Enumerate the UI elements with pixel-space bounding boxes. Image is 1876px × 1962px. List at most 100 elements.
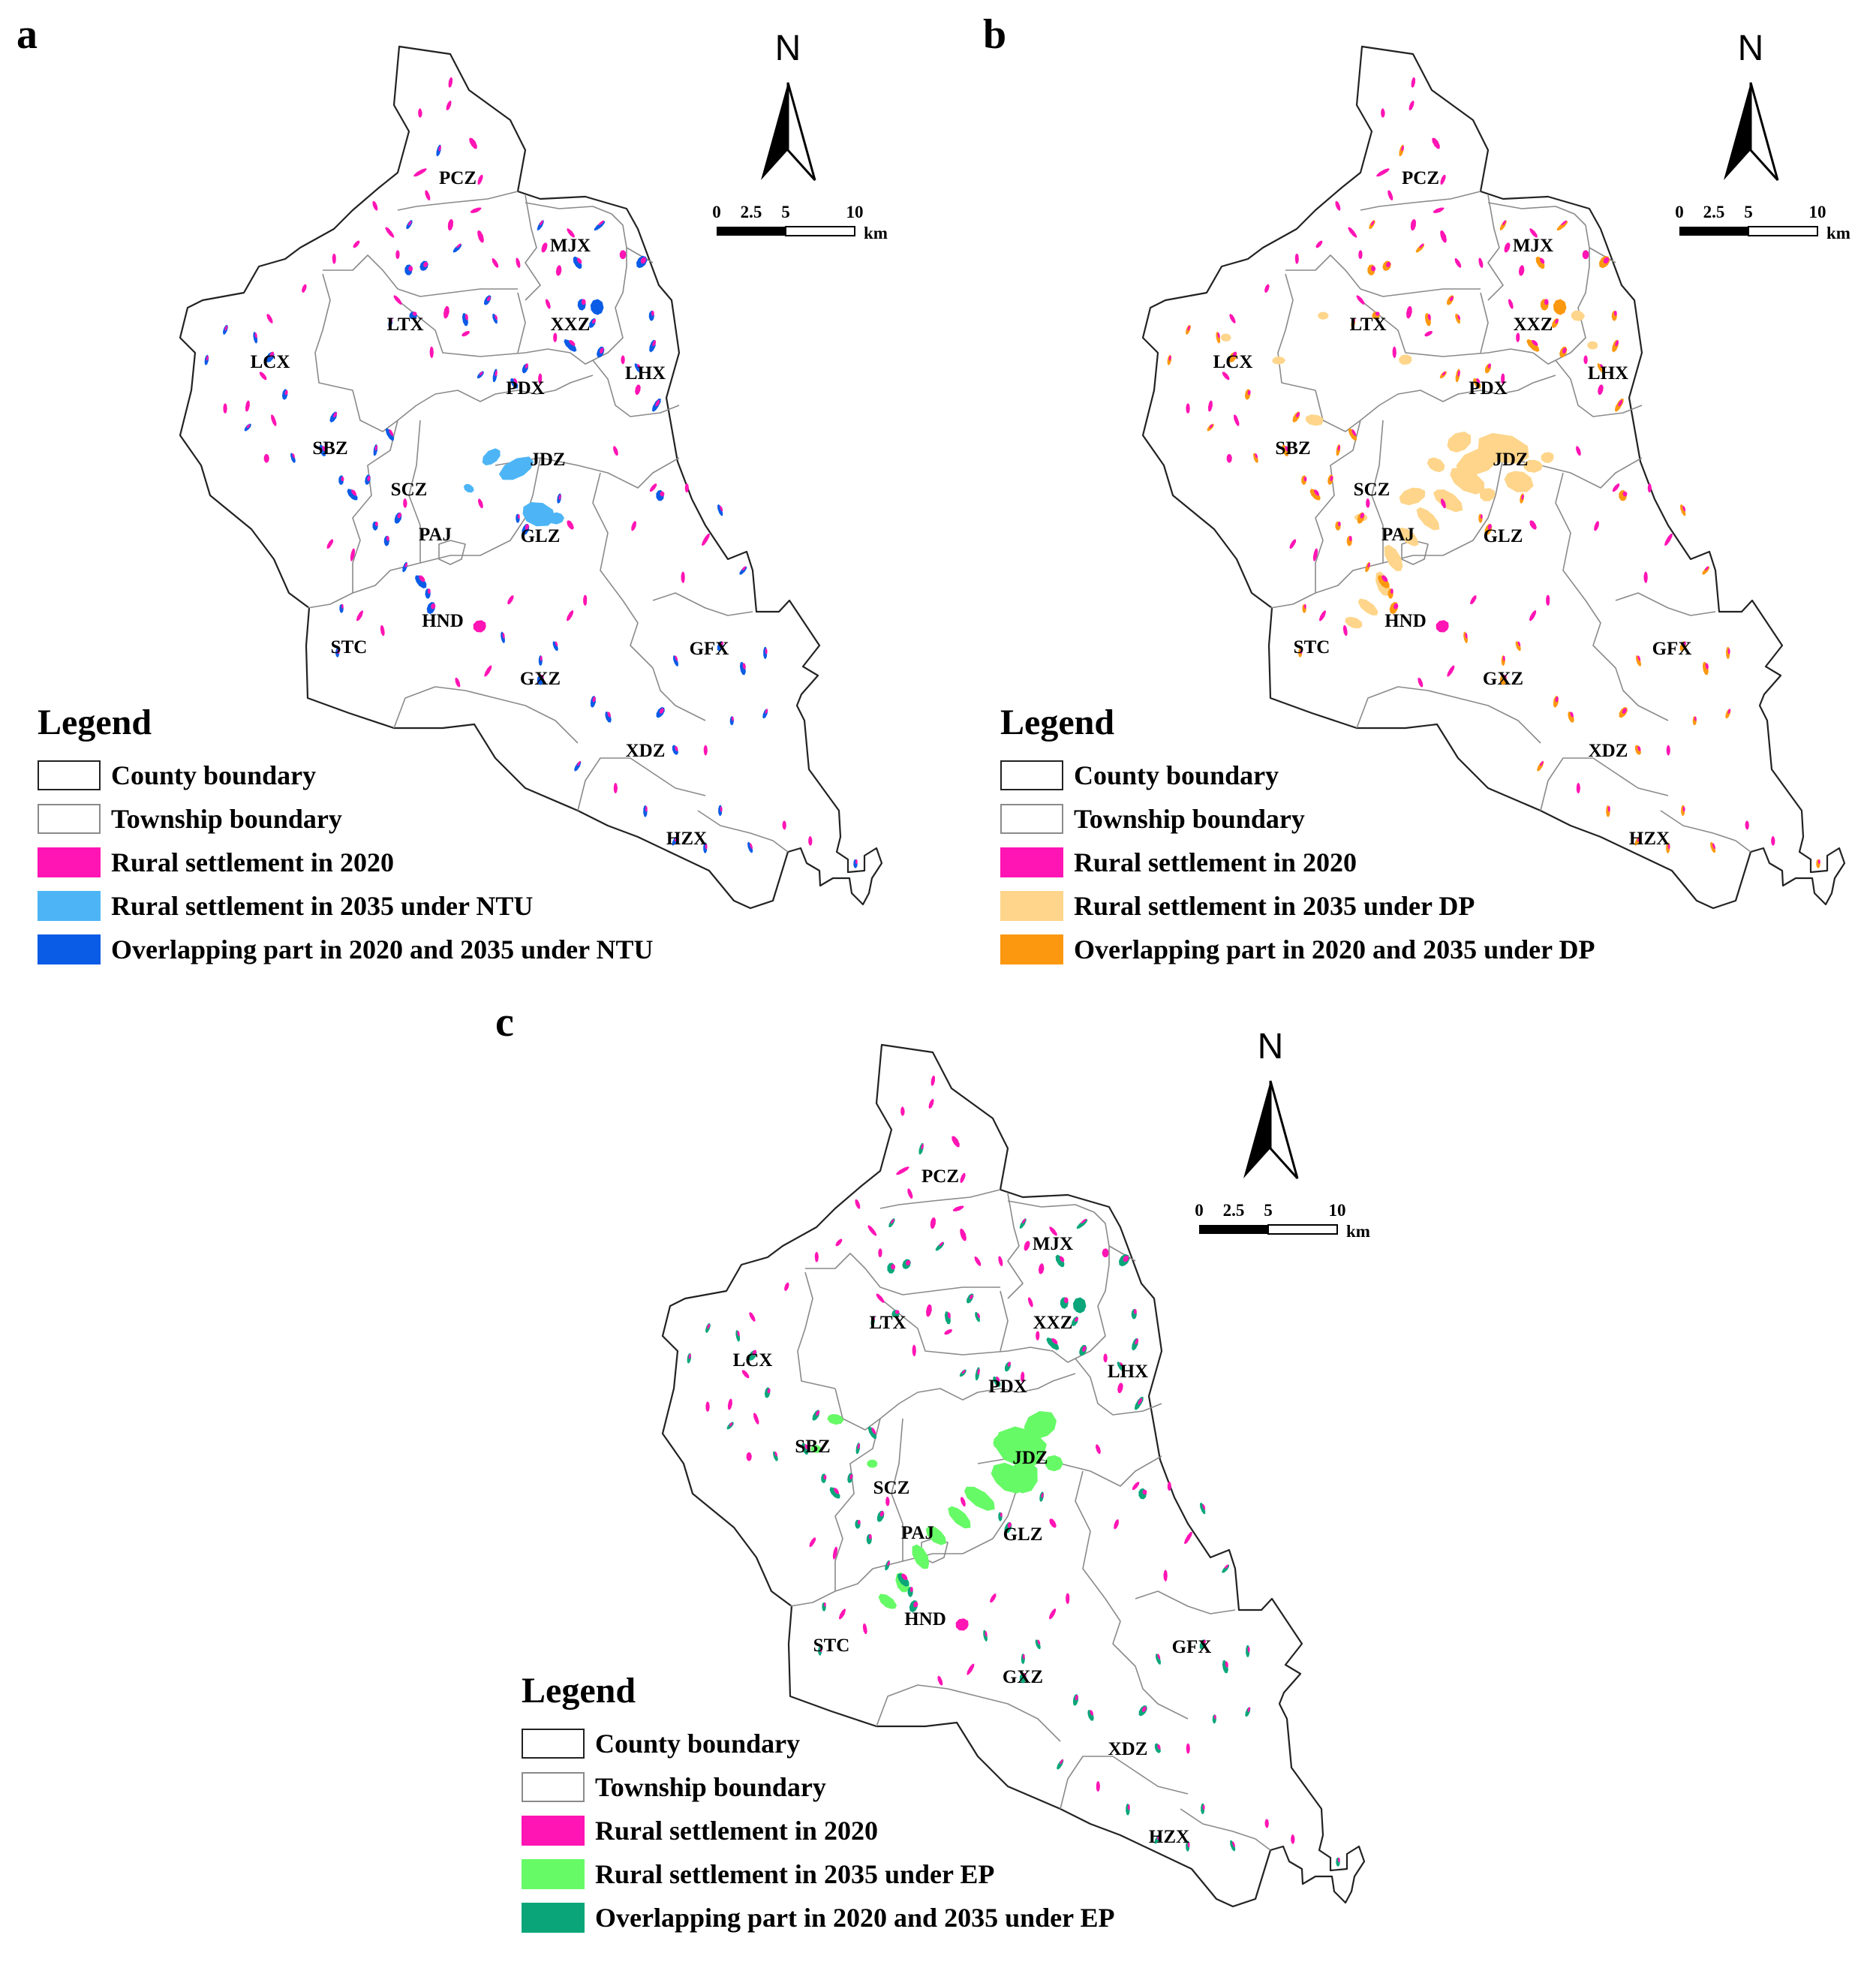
settlement-2020 [613,782,618,794]
settlement-2020 [921,1144,924,1150]
legend-label: County boundary [1074,760,1279,790]
legend-label: Rural settlement in 2020 [111,847,394,877]
township-label-lcx: LCX [251,352,290,372]
settlement-2020 [1304,603,1306,609]
settlement-overlap [605,711,612,723]
settlement-2020 [1705,566,1709,570]
settlement-2020 [675,655,678,661]
settlement-overlap [1348,428,1357,441]
settlement-2020 [1222,372,1230,381]
settlement-2020 [1502,220,1506,226]
township-boundary [525,194,541,301]
legend-item-overlap: Overlapping part in 2020 and 2035 under … [38,928,653,971]
township-boundary [577,757,706,811]
legend-label: Overlapping part in 2020 and 2035 under … [1074,934,1595,964]
settlement-2020 [425,190,431,200]
settlement-2020 [555,265,562,276]
settlement-2020 [1232,1841,1235,1848]
settlement-overlap [773,1451,778,1461]
settlement-2020 [1401,146,1404,152]
settlement-2020 [900,1106,905,1116]
scale-tick-label: 2.5 [741,203,762,221]
settlement-2020 [1186,403,1190,414]
township-label-stc: STC [813,1636,850,1656]
settlement-2020 [1225,1661,1228,1668]
county-boundary [179,45,883,910]
settlement-2020 [720,806,723,812]
settlement-2020 [1064,1297,1069,1304]
township-boundary [1371,420,1384,563]
settlement-2020 [1427,314,1431,320]
settlement-2020 [1478,257,1484,269]
township-label-stc: STC [331,637,368,658]
settlement-2020 [1502,655,1505,661]
settlement-2020 [1163,1569,1168,1582]
settlement-2020 [1157,1654,1161,1660]
settlement-2020 [1255,453,1258,459]
settlement-2020 [1103,1353,1108,1363]
settlement-2020 [1315,240,1323,248]
settlement-2020 [447,218,453,231]
settlement-2020 [1075,1695,1078,1701]
settlement-2020 [1745,820,1749,830]
settlement-2020 [681,571,685,584]
settlement-2020 [814,1251,819,1262]
township-boundary [314,273,353,391]
settlement-overlap [347,489,358,501]
settlement-2020 [1337,521,1341,527]
settlement-2020 [1142,1489,1147,1495]
settlement-2020 [824,1602,826,1608]
settlement-overlap [1035,1639,1041,1650]
township-label-stc: STC [1294,637,1330,658]
settlement-2020 [767,1388,771,1394]
settlement-2020 [707,1324,711,1329]
settlement-2035 [1024,1411,1057,1440]
legend-swatch-2035 [38,891,101,921]
settlement-2020 [1442,372,1446,376]
settlement-2020 [1583,355,1588,365]
settlement-2020 [688,1353,691,1359]
settlement-2020 [407,221,412,226]
township-label-sbz: SBZ [1275,438,1310,459]
settlement-2035 [964,1486,995,1511]
legend-label: Township boundary [595,1772,826,1802]
settlement-overlap [1309,489,1321,501]
settlement-2020 [1521,494,1524,500]
settlement-overlap [415,575,427,588]
settlement-2020 [353,240,360,248]
settlement-2020 [341,477,344,482]
settlement-2020 [374,445,377,451]
settlement-2020 [737,1330,740,1337]
settlement-2020 [1432,137,1440,149]
settlement-2035 [827,1414,844,1425]
settlement-overlap [1526,339,1540,352]
settlement-2020 [1393,603,1399,609]
township-label-scz: SCZ [391,480,428,500]
scale-unit: km [864,224,888,242]
township-label-mjx: MJX [1033,1234,1073,1254]
township-label-xxz: XXZ [1514,314,1553,335]
settlement-2035 [522,502,555,527]
settlement-2020 [890,1219,894,1224]
settlement-2020 [412,311,417,316]
settlement-2020 [1457,370,1460,377]
settlement-2020 [998,1256,1003,1267]
settlement-2020 [1594,521,1599,531]
settlement-2020 [413,168,427,177]
settlement-2020 [566,610,574,621]
settlement-2020 [1167,1481,1171,1491]
township-label-pdx: PDX [506,378,544,399]
settlement-2020 [891,1264,896,1270]
settlement-2020 [1289,539,1297,549]
settlement-2020 [878,1248,882,1257]
settlement-2020 [1441,498,1446,509]
township-boundary [797,1271,836,1389]
settlement-2020 [1433,207,1445,213]
settlement-2020 [808,836,813,846]
settlement-2020 [1771,836,1775,846]
settlement-2020 [1187,1842,1190,1848]
settlement-2020 [393,295,402,305]
settlement-2035 [1220,333,1231,342]
north-arrow-icon: N [1724,29,1779,182]
north-label: N [1738,29,1764,68]
